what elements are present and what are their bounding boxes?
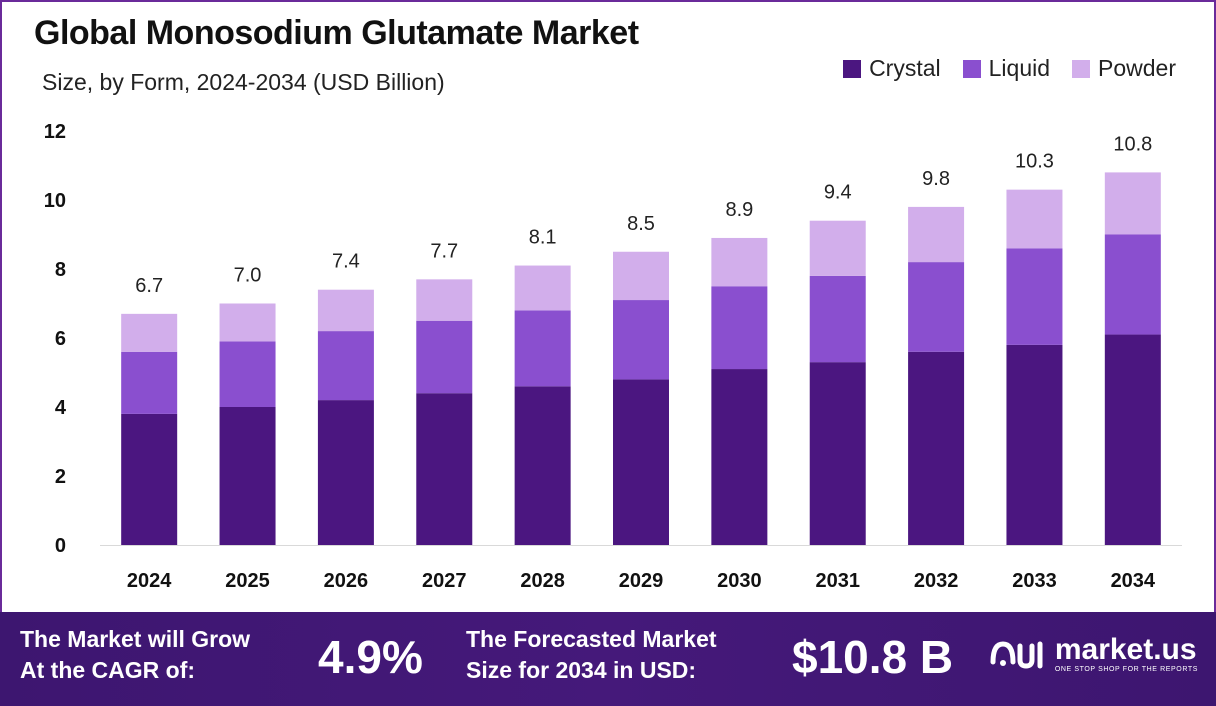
legend-label-crystal: Crystal [869, 55, 941, 81]
y-tick-label: 0 [55, 535, 66, 557]
footer-banner: The Market will Grow At the CAGR of: 4.9… [0, 612, 1216, 706]
bar-crystal-2030 [711, 369, 768, 545]
y-tick-label: 8 [55, 259, 66, 281]
x-tick-label-2025: 2025 [225, 570, 270, 592]
bar-powder-2026 [317, 289, 374, 332]
bar-crystal-2029 [613, 379, 669, 545]
y-tick-label: 4 [55, 397, 67, 419]
bar-crystal-2031 [809, 362, 866, 545]
total-label-2030: 8.9 [725, 199, 753, 221]
y-tick-label: 12 [44, 121, 66, 143]
bar-crystal-2026 [317, 400, 374, 545]
y-tick-label: 2 [55, 466, 66, 488]
bar-powder-2031 [809, 220, 866, 276]
bar-liquid-2028 [514, 310, 571, 387]
bar-crystal-2032 [908, 351, 965, 545]
bar-powder-2032 [908, 206, 965, 263]
cagr-label-line2: At the CAGR of: [20, 657, 196, 683]
brand-logo: market.us ONE STOP SHOP FOR THE REPORTS [989, 634, 1198, 673]
legend-label-liquid: Liquid [988, 55, 1051, 81]
total-label-2024: 6.7 [135, 275, 163, 297]
x-tick-label-2032: 2032 [914, 570, 959, 592]
bar-powder-2033 [1006, 189, 1063, 249]
y-tick-label: 6 [55, 328, 66, 350]
bar-liquid-2026 [317, 331, 374, 401]
market-us-logo-icon [990, 640, 1043, 669]
total-label-2029: 8.5 [627, 213, 655, 235]
x-tick-label-2033: 2033 [1012, 570, 1057, 592]
x-tick-label-2027: 2027 [422, 570, 467, 592]
bar-crystal-2033 [1006, 344, 1063, 545]
bar-crystal-2024 [121, 413, 178, 545]
bar-liquid-2025 [219, 341, 276, 407]
legend: Crystal Liquid Powder [843, 55, 1176, 82]
total-label-2034: 10.8 [1113, 133, 1152, 155]
bar-powder-2025 [219, 303, 276, 342]
cagr-label: The Market will Grow At the CAGR of: [20, 624, 250, 686]
total-label-2026: 7.4 [332, 251, 360, 273]
legend-item-liquid: Liquid [962, 55, 1051, 82]
x-tick-label-2026: 2026 [324, 570, 369, 592]
legend-swatch-liquid [962, 59, 981, 78]
bar-liquid-2032 [908, 262, 965, 352]
legend-swatch-powder [1072, 59, 1091, 78]
total-label-2031: 9.4 [824, 182, 852, 204]
bar-liquid-2024 [121, 351, 178, 414]
brand-tagline: ONE STOP SHOP FOR THE REPORTS [1054, 666, 1198, 673]
x-tick-label-2030: 2030 [717, 570, 762, 592]
bar-powder-2029 [613, 251, 669, 301]
bar-liquid-2034 [1104, 234, 1161, 335]
total-label-2025: 7.0 [234, 265, 262, 287]
brand-name: market.us [1054, 633, 1197, 666]
bar-crystal-2028 [514, 386, 571, 545]
legend-swatch-crystal [843, 59, 862, 78]
legend-label-powder: Powder [1098, 55, 1176, 81]
y-tick-label: 10 [44, 190, 66, 212]
forecast-value: $10.8 B [792, 631, 954, 683]
total-label-2027: 7.7 [430, 240, 458, 262]
bar-powder-2028 [514, 265, 571, 311]
bar-crystal-2027 [416, 393, 473, 545]
x-tick-label-2028: 2028 [520, 570, 565, 592]
legend-item-powder: Powder [1072, 55, 1176, 82]
x-tick-label-2029: 2029 [619, 570, 664, 592]
legend-item-crystal: Crystal [843, 55, 941, 82]
bar-liquid-2033 [1006, 248, 1063, 345]
forecast-label: The Forecasted Market Size for 2034 in U… [466, 624, 717, 686]
forecast-label-line1: The Forecasted Market [466, 626, 717, 652]
bar-powder-2027 [416, 279, 473, 321]
bar-liquid-2027 [416, 320, 473, 394]
chart-title: Global Monosodium Glutamate Market [34, 14, 639, 52]
bar-powder-2030 [711, 237, 768, 287]
bar-crystal-2034 [1104, 334, 1161, 545]
stacked-bar-chart: 0 2 4 6 8 10 12 6.7 2024 7.0 2025 7.4 2026 7.7 2027 8.1… [44, 121, 1182, 592]
x-tick-label-2034: 2034 [1111, 570, 1156, 592]
bar-powder-2034 [1104, 172, 1161, 235]
chart-subtitle: Size, by Form, 2024-2034 (USD Billion) [42, 69, 445, 95]
chart-frame [0, 0, 1216, 612]
forecast-label-line2: Size for 2034 in USD: [466, 657, 697, 683]
total-label-2033: 10.3 [1015, 151, 1054, 173]
cagr-value: 4.9% [318, 631, 423, 683]
total-label-2028: 8.1 [529, 227, 557, 249]
x-tick-label-2031: 2031 [815, 570, 860, 592]
bar-liquid-2030 [711, 286, 768, 370]
total-label-2032: 9.8 [922, 168, 950, 190]
bar-powder-2024 [121, 313, 178, 352]
bar-liquid-2029 [613, 300, 669, 380]
bar-crystal-2025 [219, 407, 276, 545]
x-tick-label-2024: 2024 [127, 570, 172, 592]
cagr-label-line1: The Market will Grow [20, 626, 251, 652]
bar-liquid-2031 [809, 275, 866, 363]
